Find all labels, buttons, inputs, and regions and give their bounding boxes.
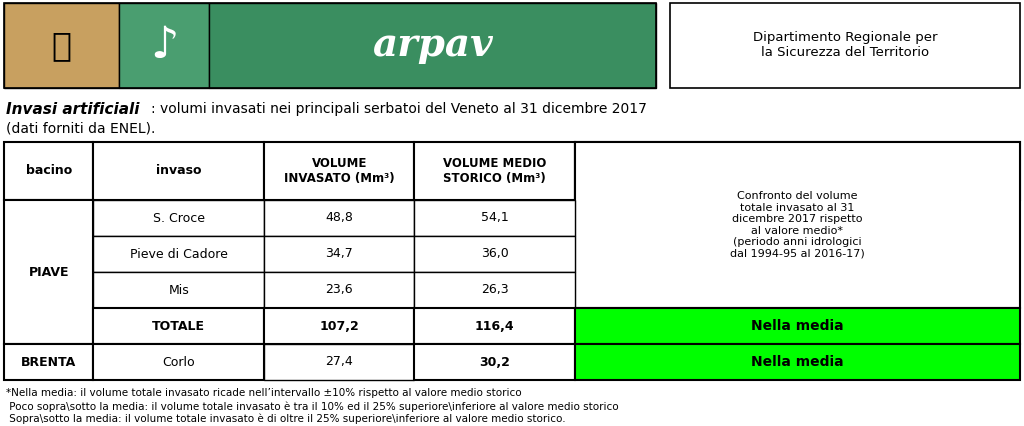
Bar xyxy=(415,200,575,236)
Bar xyxy=(4,344,93,380)
Bar xyxy=(93,308,264,344)
Text: Sopra\sotto la media: il volume totale invasato è di oltre il 25% superiore\infe: Sopra\sotto la media: il volume totale i… xyxy=(6,414,565,424)
Bar xyxy=(93,272,264,308)
Bar xyxy=(93,142,264,200)
Bar xyxy=(4,142,93,200)
Bar xyxy=(575,308,1020,344)
Bar xyxy=(4,272,93,308)
Text: 107,2: 107,2 xyxy=(319,320,359,333)
Text: Poco sopra\sotto la media: il volume totale invasato è tra il 10% ed il 25% supe: Poco sopra\sotto la media: il volume tot… xyxy=(6,401,618,412)
Bar xyxy=(264,200,415,236)
Text: Confronto del volume
totale invasato al 31
dicembre 2017 rispetto
al valore medi: Confronto del volume totale invasato al … xyxy=(730,191,865,259)
Text: 27,4: 27,4 xyxy=(326,356,353,368)
Bar xyxy=(4,308,93,344)
Text: Nella media: Nella media xyxy=(752,319,844,333)
Bar xyxy=(93,200,264,236)
Text: 36,0: 36,0 xyxy=(481,248,509,261)
Bar xyxy=(415,272,575,308)
Bar xyxy=(4,142,93,200)
Text: : volumi invasati nei principali serbatoi del Veneto al 31 dicembre 2017: : volumi invasati nei principali serbato… xyxy=(151,102,647,116)
Bar xyxy=(93,236,264,272)
Text: Nella media: Nella media xyxy=(752,355,844,369)
Bar xyxy=(264,344,415,380)
Text: 116,4: 116,4 xyxy=(475,320,514,333)
Bar xyxy=(415,142,575,200)
Bar xyxy=(264,308,415,344)
Text: VOLUME
INVASATO (Mm³): VOLUME INVASATO (Mm³) xyxy=(284,157,394,185)
Bar xyxy=(264,142,415,200)
Text: 23,6: 23,6 xyxy=(326,283,353,296)
Bar xyxy=(575,200,1020,236)
Text: Dipartimento Regionale per
la Sicurezza del Territorio: Dipartimento Regionale per la Sicurezza … xyxy=(753,32,937,60)
Bar xyxy=(264,308,415,344)
Bar xyxy=(415,344,575,380)
Text: Mis: Mis xyxy=(168,283,189,296)
Bar xyxy=(415,272,575,308)
Bar xyxy=(575,142,1020,200)
Text: Invasi artificiali: Invasi artificiali xyxy=(6,102,139,117)
Bar xyxy=(4,3,119,88)
Bar xyxy=(415,344,575,380)
Text: Corlo: Corlo xyxy=(163,356,195,368)
Text: 🦁: 🦁 xyxy=(51,29,72,62)
Text: (dati forniti da ENEL).: (dati forniti da ENEL). xyxy=(6,122,156,136)
Bar xyxy=(575,142,1020,308)
Bar xyxy=(264,200,415,236)
Text: 26,3: 26,3 xyxy=(481,283,509,296)
Text: 34,7: 34,7 xyxy=(326,248,353,261)
Bar xyxy=(575,142,1020,200)
Bar xyxy=(415,236,575,272)
Bar xyxy=(264,272,415,308)
Bar xyxy=(264,272,415,308)
Bar xyxy=(4,200,93,344)
Bar xyxy=(93,344,264,380)
Bar xyxy=(93,344,264,380)
Bar xyxy=(415,308,575,344)
Text: 54,1: 54,1 xyxy=(481,211,509,225)
Bar xyxy=(415,142,575,200)
Bar xyxy=(264,236,415,272)
Text: S. Croce: S. Croce xyxy=(153,211,205,225)
Bar xyxy=(4,200,93,236)
Bar xyxy=(93,142,264,200)
Text: Pieve di Cadore: Pieve di Cadore xyxy=(130,248,227,261)
Bar xyxy=(93,200,264,236)
Bar xyxy=(415,200,575,236)
Bar xyxy=(575,236,1020,272)
Text: bacino: bacino xyxy=(26,164,72,178)
Bar xyxy=(575,272,1020,308)
Text: ♪: ♪ xyxy=(150,24,178,67)
Bar xyxy=(415,308,575,344)
Bar xyxy=(4,3,656,88)
Bar xyxy=(415,236,575,272)
Bar xyxy=(119,3,209,88)
Bar xyxy=(575,308,1020,344)
Bar xyxy=(264,236,415,272)
Text: BRENTA: BRENTA xyxy=(22,356,77,368)
Text: invaso: invaso xyxy=(156,164,202,178)
Bar xyxy=(4,236,93,272)
Bar xyxy=(575,344,1020,380)
Bar xyxy=(264,142,415,200)
Text: *Nella media: il volume totale invasato ricade nell’intervallo ±10% rispetto al : *Nella media: il volume totale invasato … xyxy=(6,388,521,398)
Bar xyxy=(264,344,415,380)
Text: arpav: arpav xyxy=(372,26,493,64)
Text: 30,2: 30,2 xyxy=(479,356,510,368)
Text: PIAVE: PIAVE xyxy=(29,265,69,279)
Bar xyxy=(93,236,264,272)
Bar xyxy=(4,344,93,380)
Text: TOTALE: TOTALE xyxy=(153,320,205,333)
Text: VOLUME MEDIO
STORICO (Mm³): VOLUME MEDIO STORICO (Mm³) xyxy=(443,157,547,185)
Bar xyxy=(209,3,656,88)
Bar xyxy=(93,308,264,344)
Bar xyxy=(670,3,1020,88)
Text: 48,8: 48,8 xyxy=(326,211,353,225)
Bar xyxy=(575,344,1020,380)
Bar xyxy=(93,272,264,308)
